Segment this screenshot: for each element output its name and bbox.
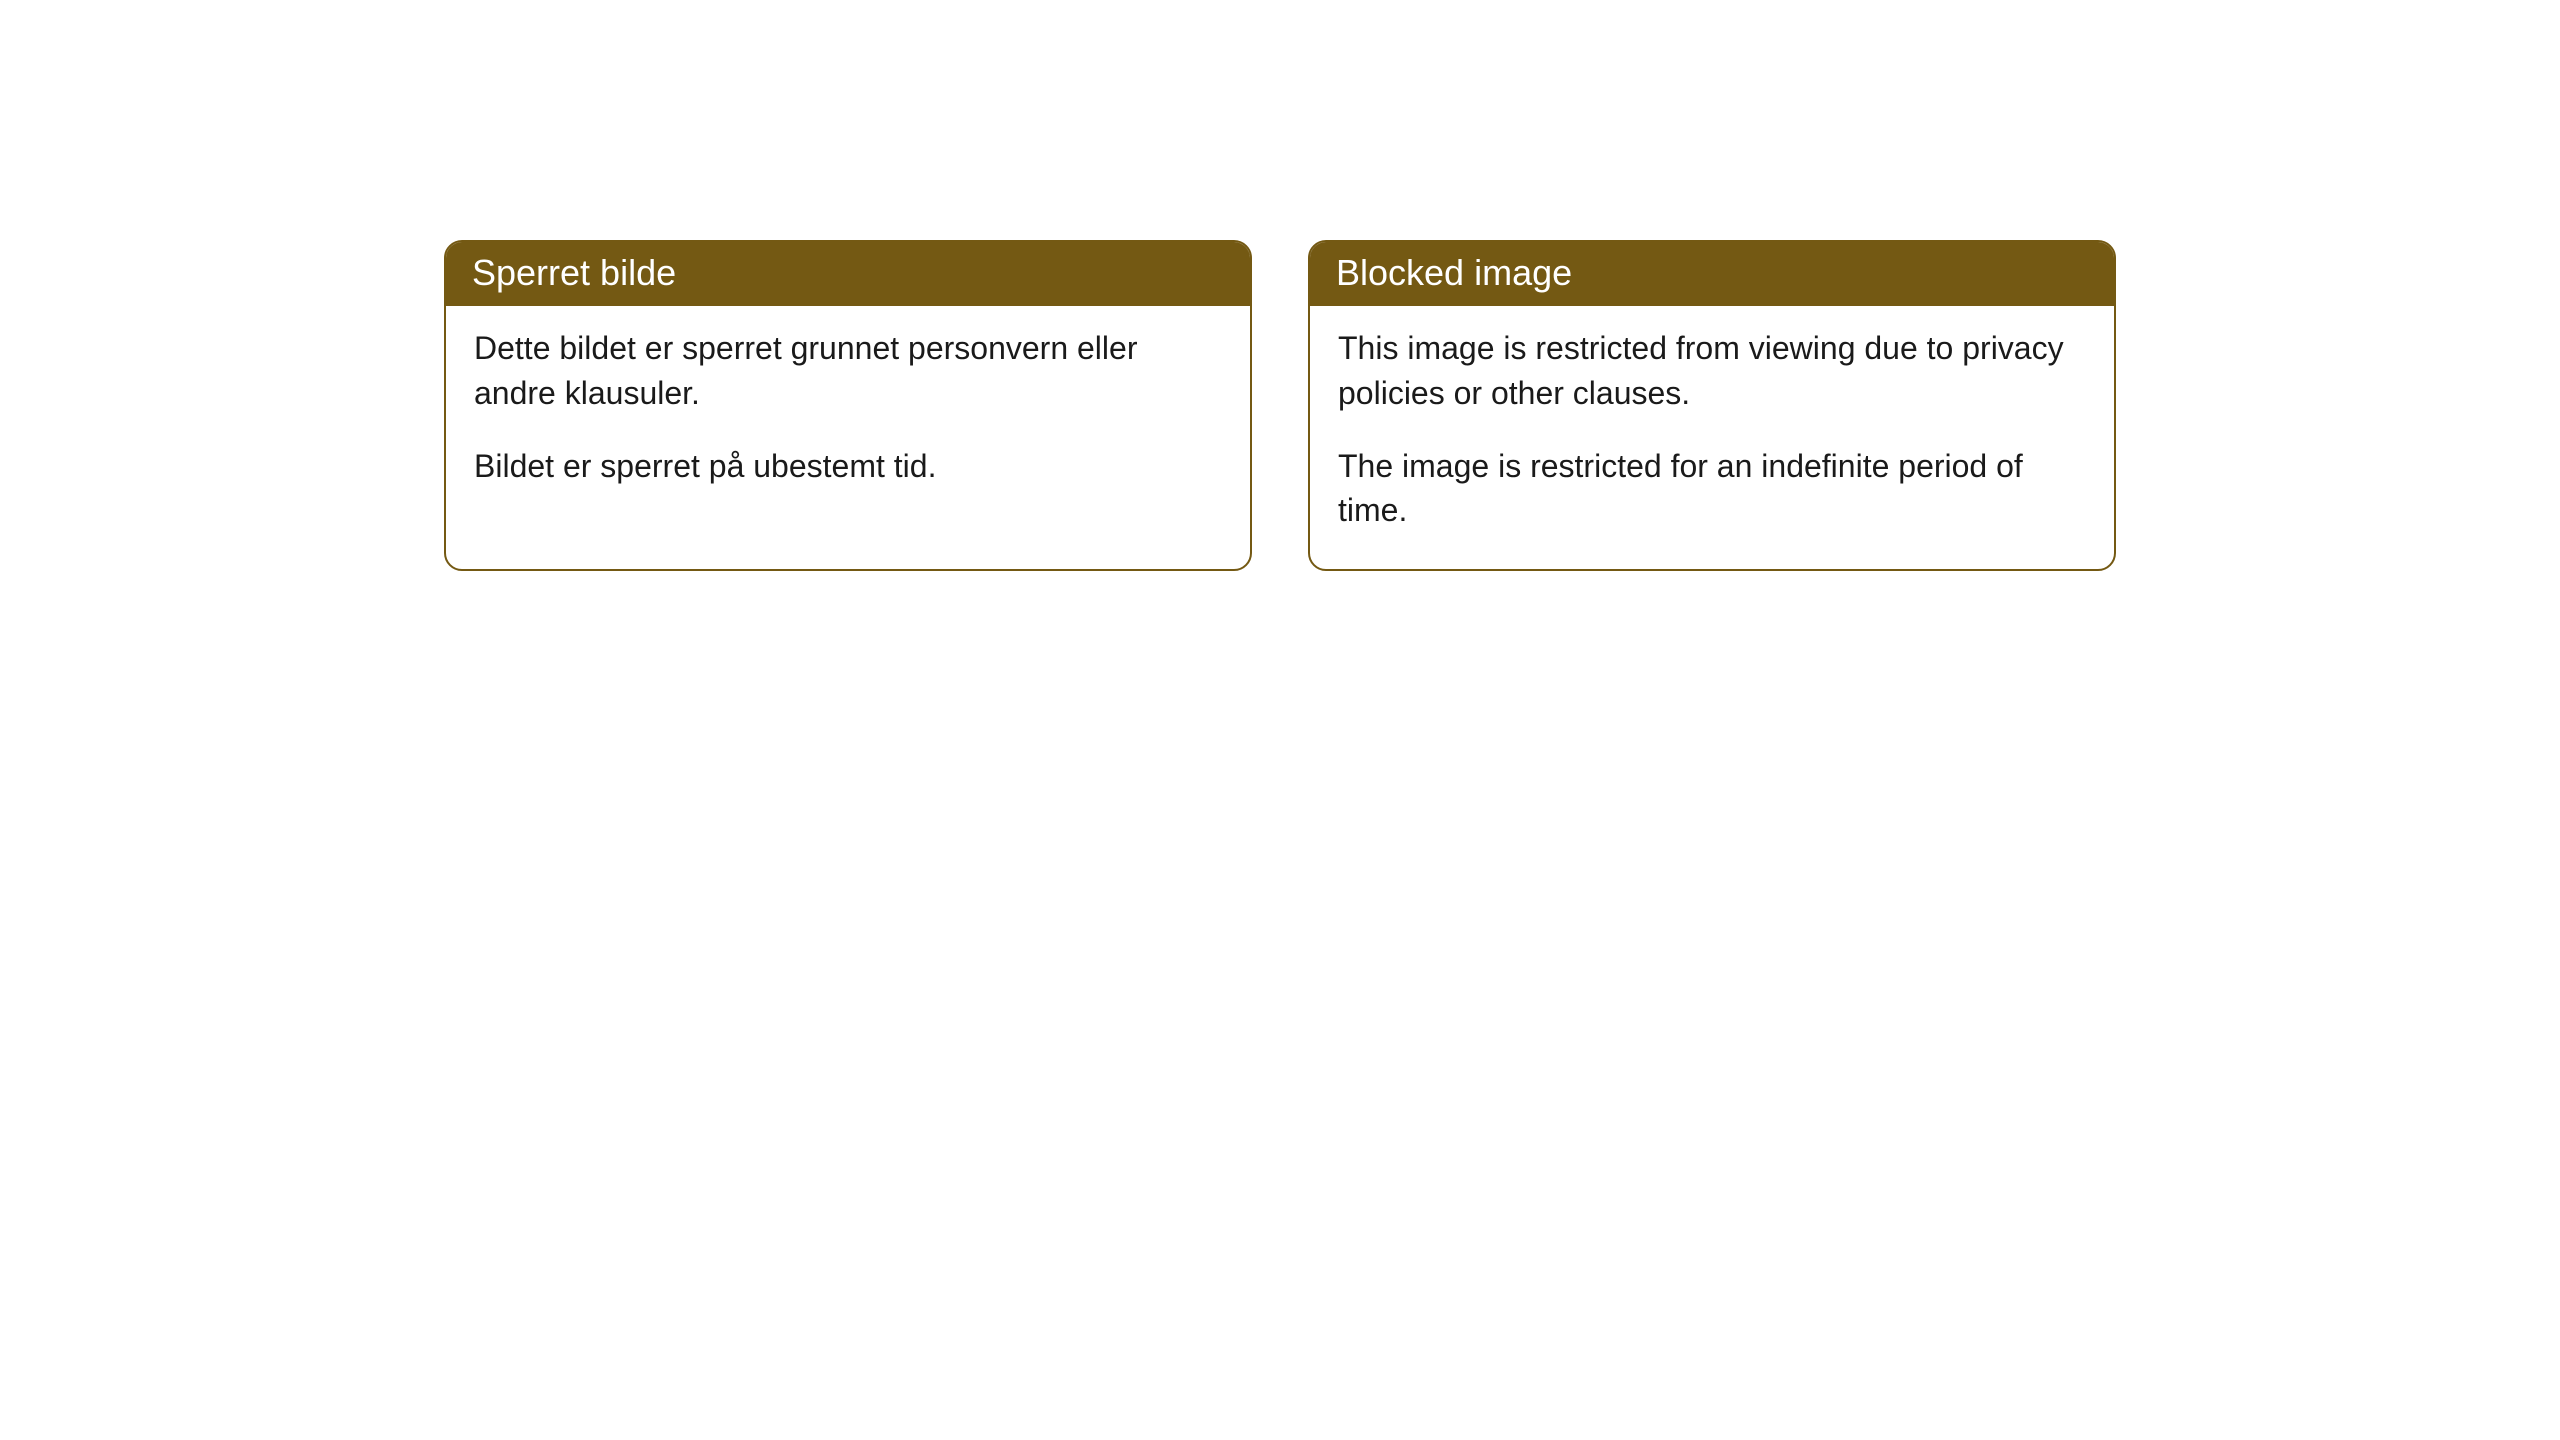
notice-container: Sperret bilde Dette bildet er sperret gr… <box>0 240 2560 571</box>
notice-paragraph: Dette bildet er sperret grunnet personve… <box>474 326 1222 416</box>
notice-body-norwegian: Dette bildet er sperret grunnet personve… <box>446 306 1250 524</box>
notice-paragraph: The image is restricted for an indefinit… <box>1338 444 2086 534</box>
notice-paragraph: Bildet er sperret på ubestemt tid. <box>474 444 1222 489</box>
notice-card-english: Blocked image This image is restricted f… <box>1308 240 2116 571</box>
notice-title: Blocked image <box>1336 252 1572 293</box>
notice-header-norwegian: Sperret bilde <box>446 242 1250 306</box>
notice-title: Sperret bilde <box>472 252 676 293</box>
notice-header-english: Blocked image <box>1310 242 2114 306</box>
notice-card-norwegian: Sperret bilde Dette bildet er sperret gr… <box>444 240 1252 571</box>
notice-paragraph: This image is restricted from viewing du… <box>1338 326 2086 416</box>
notice-body-english: This image is restricted from viewing du… <box>1310 306 2114 569</box>
